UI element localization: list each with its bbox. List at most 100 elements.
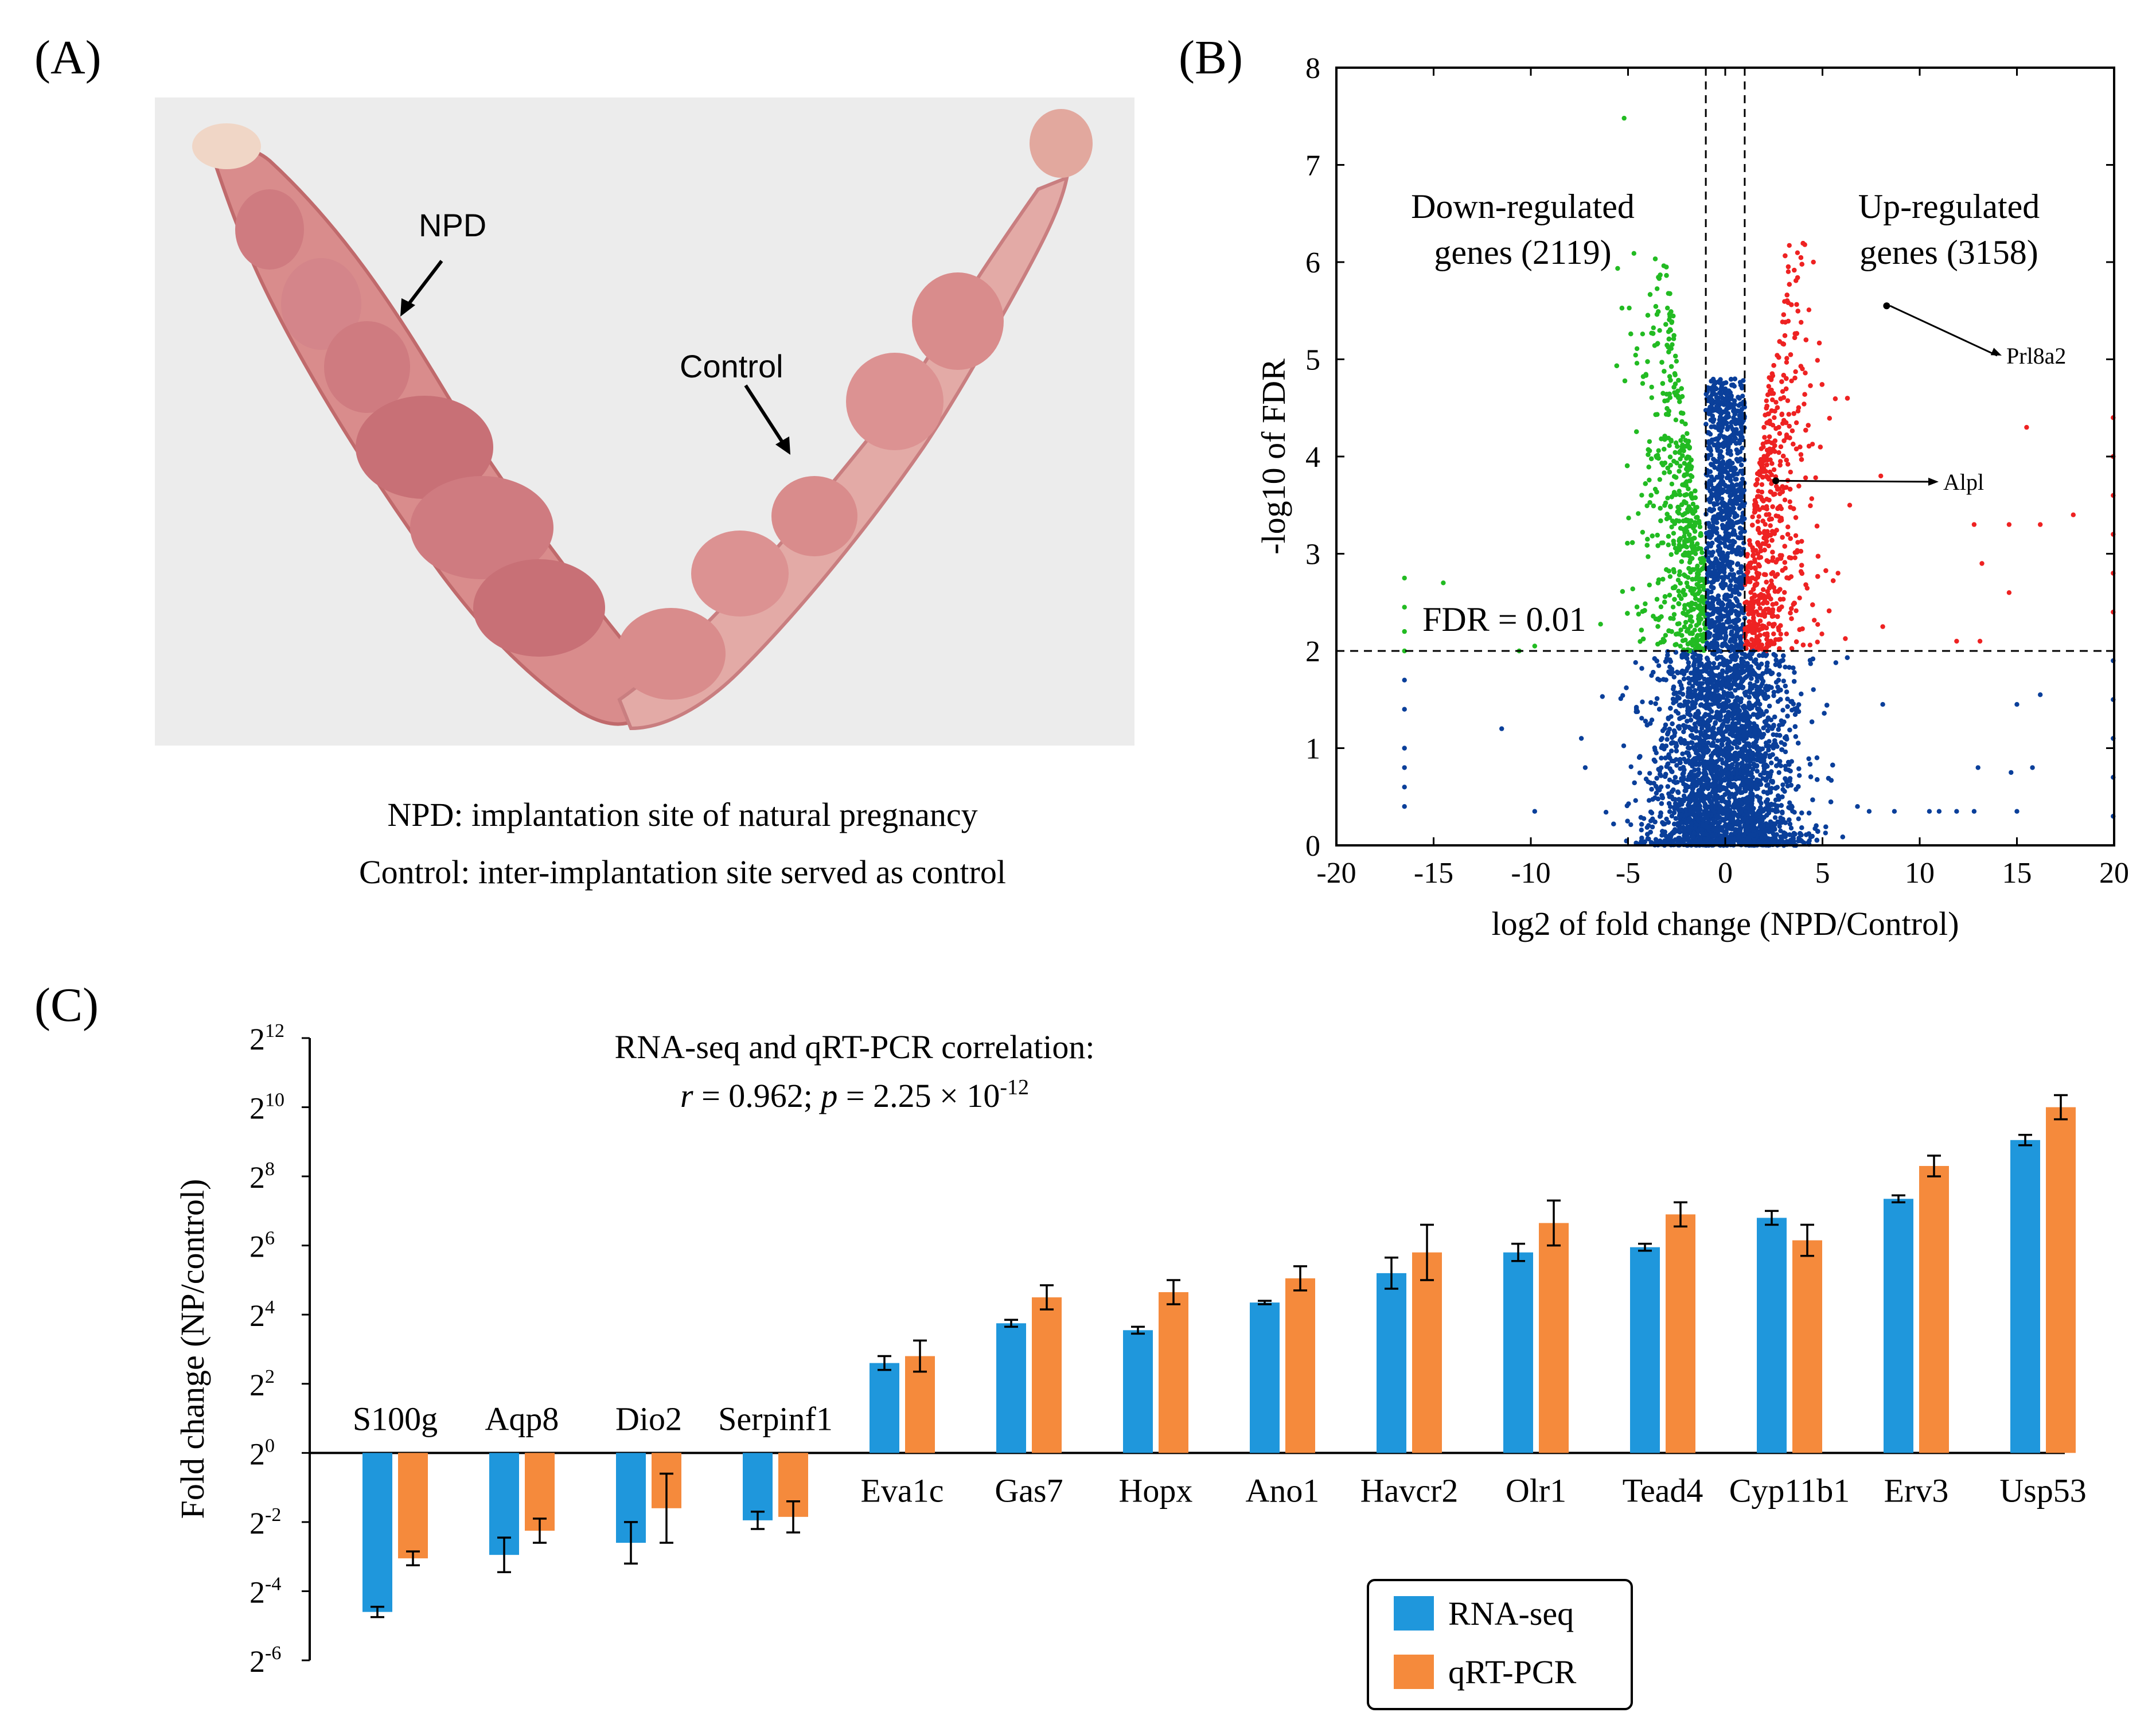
down-regulated-point — [1651, 325, 1656, 330]
non-significant-point — [1780, 782, 1785, 787]
down-regulated-point — [1634, 361, 1640, 366]
down-regulated-point — [1671, 531, 1677, 536]
non-significant-point — [1792, 670, 1797, 675]
npd-swelling — [235, 189, 304, 270]
down-regulated-point — [1647, 439, 1652, 444]
non-significant-point — [1781, 678, 1786, 684]
control-arrow — [744, 384, 787, 448]
volcano-points — [1402, 115, 2116, 848]
non-significant-point — [1730, 461, 1735, 466]
up-regulated-point — [1799, 319, 1804, 325]
up-regulated-point — [1797, 595, 1802, 600]
down-regulated-point — [1640, 381, 1646, 386]
down-regulated-point — [1657, 477, 1662, 482]
npd-arrow — [403, 260, 443, 311]
non-significant-point — [1726, 795, 1732, 801]
non-significant-point — [1731, 415, 1736, 420]
uterus-drawing — [192, 109, 1093, 731]
up-regulated-point — [1761, 587, 1766, 592]
left-tip — [192, 123, 261, 169]
up-regulated-point — [1806, 307, 1812, 313]
up-regulated-point — [1768, 450, 1773, 455]
non-significant-point — [1757, 653, 1762, 658]
up-regulated-point — [1766, 384, 1771, 389]
down-regulated-point — [1671, 313, 1676, 319]
non-significant-point — [1659, 833, 1664, 838]
down-regulated-point — [1674, 358, 1679, 364]
up-regulated-point — [1789, 379, 1794, 384]
down-regulated-point — [1670, 604, 1676, 610]
up-regulated-point — [1815, 622, 1820, 627]
down-regulated-point — [1677, 489, 1682, 494]
up-regulated-point — [1811, 259, 1816, 265]
up-regulated-point — [1787, 499, 1792, 504]
down-regulated-point — [1673, 418, 1679, 423]
non-significant-point — [1652, 745, 1658, 751]
up-regulated-point — [1803, 475, 1808, 481]
non-significant-point — [1775, 793, 1781, 798]
down-regulated-point — [1685, 584, 1690, 590]
down-regulated-point — [1669, 481, 1675, 487]
down-regulated-point — [1615, 266, 1620, 271]
down-regulated-point — [1646, 554, 1651, 559]
down-regulated-point — [1699, 550, 1705, 555]
up-regulated-point — [1810, 442, 1815, 447]
non-significant-point — [1647, 798, 1652, 803]
non-significant-point — [1681, 729, 1686, 735]
up-regulated-point — [1759, 446, 1764, 451]
non-significant-point — [1628, 822, 1633, 828]
non-significant-point — [1667, 777, 1672, 783]
control-swelling — [691, 531, 789, 617]
up-regulated-point — [1784, 631, 1789, 637]
down-regulated-point — [1667, 443, 1672, 448]
up-regulated-point — [1795, 250, 1800, 255]
up-regulated-point — [1782, 590, 1787, 595]
up-regulated-point — [1779, 604, 1784, 610]
non-significant-point — [1674, 763, 1679, 768]
non-significant-point — [1686, 664, 1691, 669]
down-regulated-point — [1649, 384, 1654, 390]
non-significant-point — [1680, 751, 1685, 756]
up-regulated-point — [1759, 482, 1765, 487]
down-regulated-point — [1640, 529, 1646, 535]
non-significant-point — [1640, 699, 1645, 705]
up-regulated-point — [1776, 607, 1781, 613]
up-regulated-point — [1764, 398, 1769, 403]
down-regulated-point — [1677, 572, 1682, 578]
up-regulated-point — [1771, 467, 1777, 473]
down-regulated-point — [1634, 346, 1640, 352]
down-regulated-point — [1682, 534, 1687, 539]
up-regulated-point — [1802, 401, 1807, 407]
down-regulated-point — [1671, 616, 1676, 621]
up-regulated-point — [1755, 519, 1760, 524]
non-significant-point — [1783, 664, 1788, 670]
up-regulated-point — [1787, 243, 1792, 248]
up-regulated-point — [1812, 618, 1817, 623]
down-regulated-point — [1665, 496, 1670, 501]
non-significant-point — [1647, 771, 1652, 776]
up-regulated-point — [1776, 450, 1781, 455]
up-regulated-point — [1794, 420, 1799, 426]
up-regulated-point — [1778, 631, 1783, 637]
up-regulated-point — [1793, 533, 1799, 539]
non-significant-point — [1715, 738, 1720, 743]
up-regulated-point — [1815, 358, 1820, 363]
non-significant-point — [1706, 595, 1711, 600]
non-significant-point — [1797, 773, 1802, 778]
non-significant-point — [1633, 660, 1638, 665]
panel-label-b: (B) — [1179, 31, 1243, 84]
down-regulated-point — [1668, 552, 1674, 557]
npd-swelling — [410, 476, 553, 579]
up-regulated-point — [1769, 472, 1774, 478]
up-regulated-point — [1768, 523, 1773, 528]
up-regulated-point — [1769, 377, 1774, 383]
down-regulated-point — [1639, 493, 1644, 498]
down-regulated-point — [1647, 582, 1652, 588]
up-regulated-point — [1772, 415, 1777, 420]
non-significant-point — [1653, 837, 1659, 842]
down-regulated-point — [1598, 622, 1603, 627]
down-regulated-point — [1627, 305, 1632, 311]
non-significant-point — [1618, 696, 1623, 701]
npd-swelling — [473, 559, 605, 657]
